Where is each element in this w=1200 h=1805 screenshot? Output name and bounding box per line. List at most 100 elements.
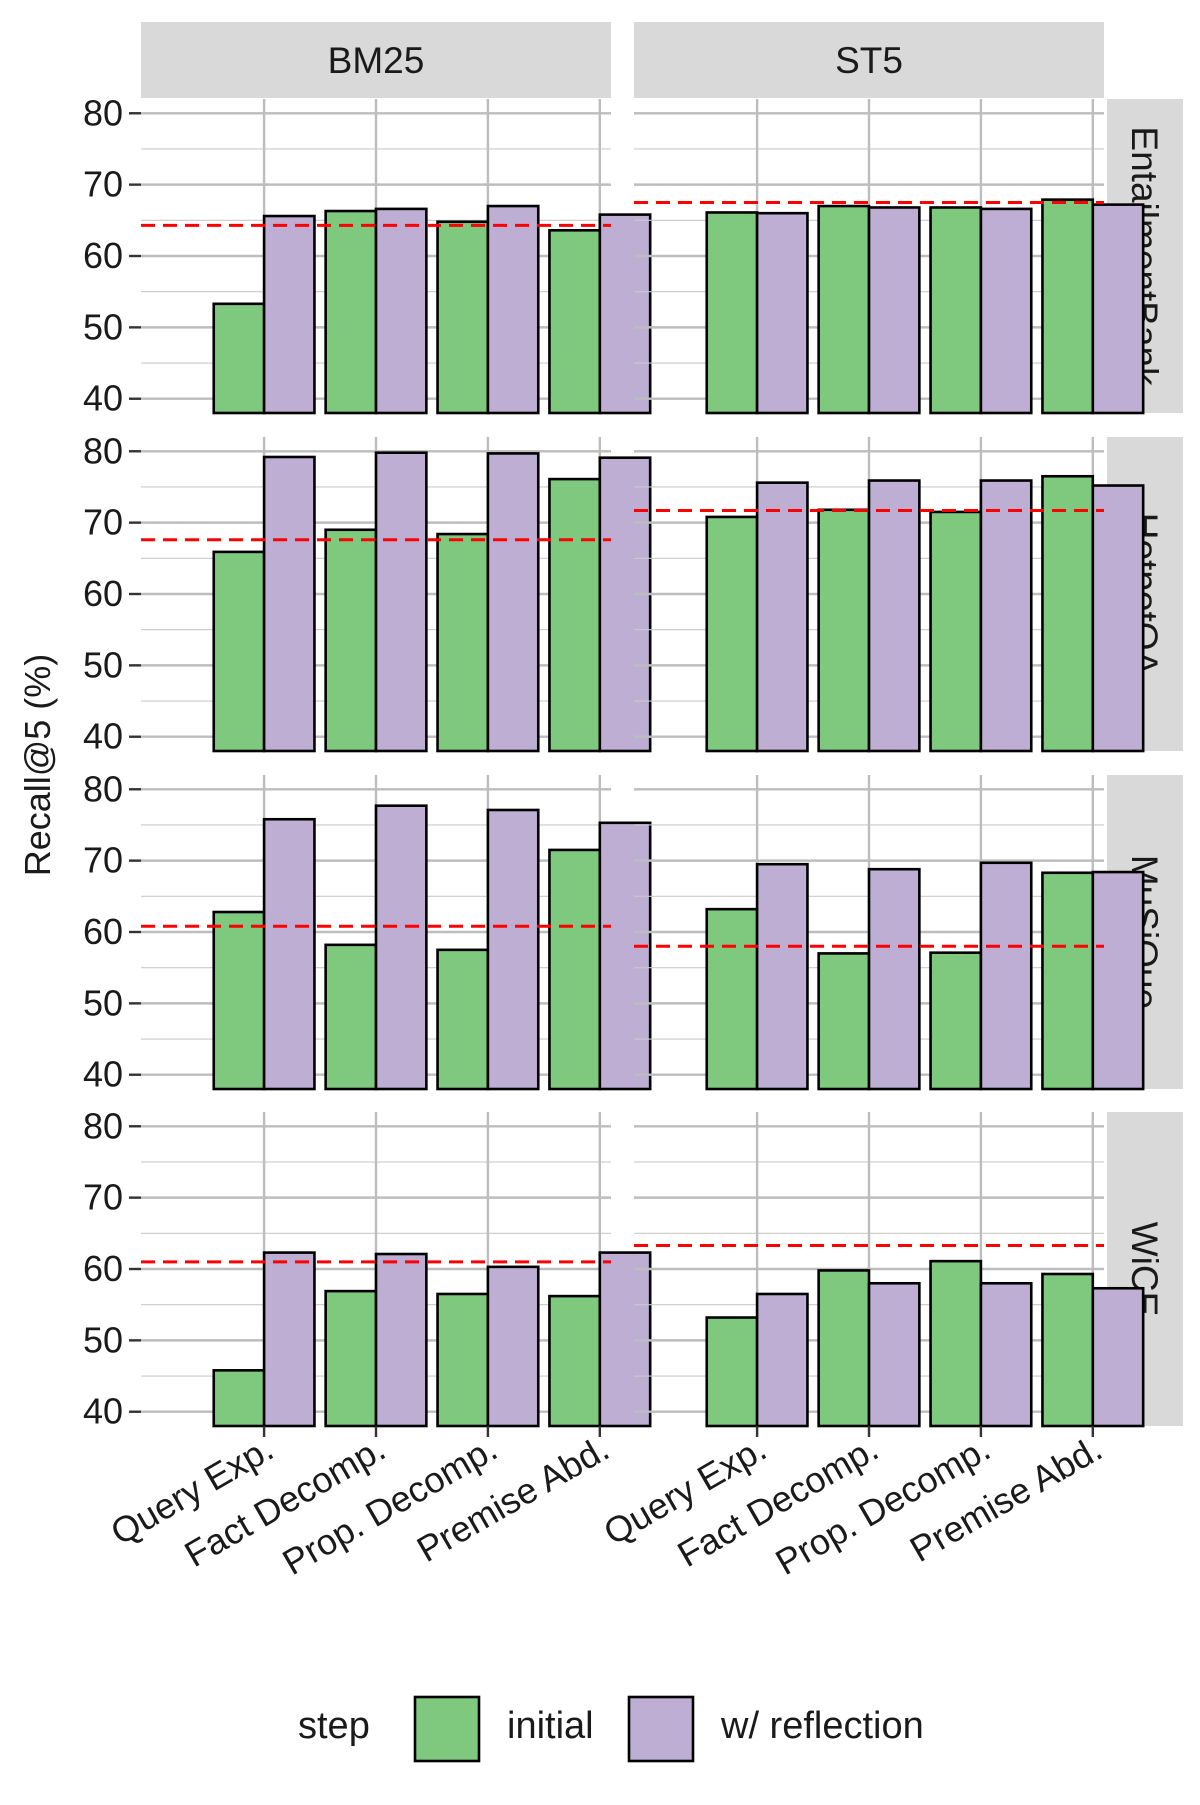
bar-initial-fact-decomp [817, 1269, 871, 1428]
bar-w-reflection-prop-decomp [486, 204, 540, 415]
column-strip-label-st5: ST5 [835, 40, 903, 81]
bar-initial-premise-abd [548, 848, 602, 1091]
bar-initial-query-exp [212, 1369, 266, 1428]
bar-w-reflection-premise-abd [1091, 1286, 1145, 1428]
y-tick-label: 40 [83, 378, 123, 419]
y-tick-label: 50 [83, 1319, 123, 1360]
bar-w-reflection-fact-decomp [867, 479, 921, 753]
bar-initial-query-exp [705, 211, 759, 415]
y-tick-label: 70 [83, 1177, 123, 1218]
bar-initial-prop-decomp [929, 206, 983, 415]
bar-initial-premise-abd [1041, 1272, 1095, 1428]
bar-initial-fact-decomp [324, 209, 378, 415]
bar-initial-premise-abd [548, 229, 602, 415]
bar-initial-premise-abd [548, 477, 602, 753]
bar-w-reflection-fact-decomp [374, 1252, 428, 1428]
bar-w-reflection-premise-abd [598, 821, 652, 1091]
y-tick-label: 60 [83, 573, 123, 614]
bar-initial-prop-decomp [929, 510, 983, 753]
bar-w-reflection-query-exp [755, 1292, 809, 1428]
y-tick-label: 40 [83, 716, 123, 757]
bar-w-reflection-query-exp [755, 862, 809, 1091]
y-tick-label: 40 [83, 1054, 123, 1095]
bar-w-reflection-premise-abd [1091, 870, 1145, 1091]
bar-w-reflection-query-exp [262, 214, 316, 415]
bar-w-reflection-prop-decomp [979, 861, 1033, 1091]
bar-initial-fact-decomp [324, 528, 378, 753]
y-tick-label: 60 [83, 911, 123, 952]
bar-initial-fact-decomp [817, 508, 871, 753]
bar-initial-prop-decomp [929, 1259, 983, 1428]
column-strip-bm25 [141, 22, 611, 98]
y-tick-label: 50 [83, 982, 123, 1023]
bar-w-reflection-premise-abd [1091, 203, 1145, 415]
bar-initial-prop-decomp [436, 948, 490, 1091]
column-strip-label-bm25: BM25 [328, 40, 425, 81]
bar-w-reflection-fact-decomp [867, 1281, 921, 1428]
y-tick-label: 50 [83, 306, 123, 347]
legend-title: step [298, 1705, 370, 1747]
bar-w-reflection-fact-decomp [374, 804, 428, 1091]
y-tick-label: 80 [83, 430, 123, 471]
bar-initial-query-exp [705, 515, 759, 753]
bar-initial-prop-decomp [436, 1292, 490, 1428]
bar-w-reflection-query-exp [755, 481, 809, 753]
bar-w-reflection-prop-decomp [486, 1265, 540, 1428]
bar-initial-fact-decomp [324, 1289, 378, 1428]
y-tick-label: 80 [83, 92, 123, 133]
bar-w-reflection-query-exp [262, 455, 316, 753]
bar-initial-fact-decomp [817, 204, 871, 415]
bar-w-reflection-fact-decomp [374, 207, 428, 415]
legend-swatch-w-reflection [627, 1695, 695, 1763]
y-tick-label: 70 [83, 840, 123, 881]
bar-initial-prop-decomp [436, 220, 490, 415]
bar-w-reflection-prop-decomp [979, 207, 1033, 415]
bar-w-reflection-premise-abd [598, 456, 652, 753]
panel-hotpotqa-bm25: 40 50 60 70 80 [83, 430, 652, 757]
bar-initial-prop-decomp [436, 532, 490, 753]
bar-w-reflection-fact-decomp [374, 451, 428, 753]
y-tick-label: 50 [83, 644, 123, 685]
bar-initial-premise-abd [1041, 871, 1095, 1091]
y-tick-label: 70 [83, 164, 123, 205]
bar-initial-query-exp [705, 907, 759, 1091]
bar-w-reflection-query-exp [755, 211, 809, 415]
bar-w-reflection-fact-decomp [867, 867, 921, 1091]
column-strip-st5 [634, 22, 1104, 98]
y-axis-title: Recall@5 (%) [17, 654, 58, 877]
bar-initial-query-exp [212, 302, 266, 415]
y-tick-label: 80 [83, 1105, 123, 1146]
bar-w-reflection-fact-decomp [867, 206, 921, 415]
legend-label-w-reflection: w/ reflection [720, 1705, 924, 1747]
legend-label-initial: initial [507, 1705, 594, 1747]
bar-initial-query-exp [212, 910, 266, 1091]
bar-w-reflection-prop-decomp [979, 479, 1033, 753]
bar-w-reflection-query-exp [262, 1251, 316, 1428]
panel-wice-st5: Query Exp.Fact Decomp.Prop. Decomp.Premi… [597, 1112, 1145, 1583]
panel-musique-bm25: 40 50 60 70 80 [83, 768, 652, 1095]
legend-swatch-initial [413, 1695, 481, 1763]
bar-initial-fact-decomp [817, 952, 871, 1091]
bar-w-reflection-query-exp [262, 817, 316, 1091]
bar-w-reflection-premise-abd [598, 213, 652, 415]
y-tick-label: 70 [83, 502, 123, 543]
bar-w-reflection-prop-decomp [486, 452, 540, 753]
bar-w-reflection-premise-abd [1091, 484, 1145, 753]
panel-musique-st5 [634, 775, 1145, 1091]
bar-initial-premise-abd [1041, 198, 1095, 415]
y-tick-label: 60 [83, 235, 123, 276]
bar-initial-query-exp [705, 1316, 759, 1428]
panel-entailmentbank-bm25: 40 50 60 70 80 [83, 92, 652, 419]
bar-w-reflection-prop-decomp [486, 808, 540, 1091]
bar-initial-prop-decomp [929, 951, 983, 1091]
y-tick-label: 80 [83, 768, 123, 809]
bar-initial-fact-decomp [324, 943, 378, 1091]
bar-initial-premise-abd [548, 1294, 602, 1428]
bar-initial-premise-abd [1041, 474, 1095, 753]
y-tick-label: 60 [83, 1248, 123, 1289]
bar-w-reflection-prop-decomp [979, 1281, 1033, 1428]
panel-entailmentbank-st5 [634, 99, 1145, 415]
